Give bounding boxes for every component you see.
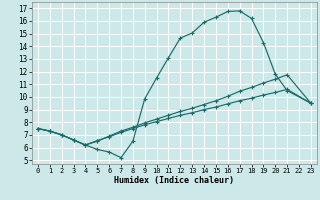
X-axis label: Humidex (Indice chaleur): Humidex (Indice chaleur): [115, 176, 234, 185]
